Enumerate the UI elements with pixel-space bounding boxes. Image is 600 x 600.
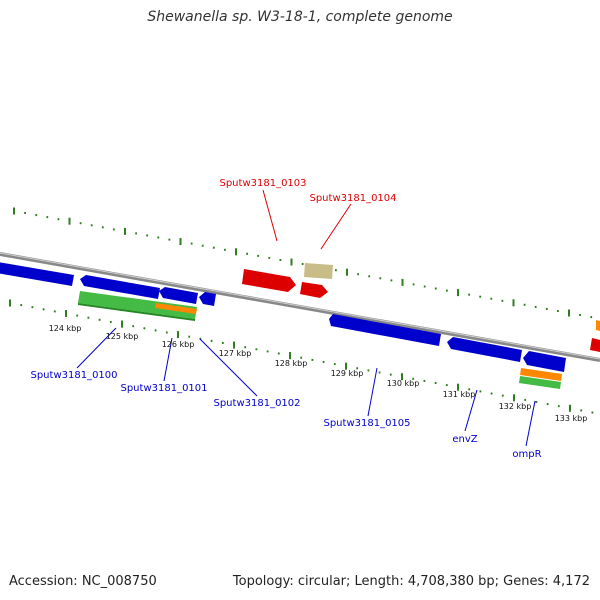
map-title: Shewanella sp. W3-18-1, complete genome [147, 9, 453, 25]
accession-label: Accession: NC_008750 [9, 574, 157, 589]
gene-label-sputw3181-0104[interactable]: Sputw3181_0104 [309, 193, 396, 204]
scale-label: 124 kbp [49, 324, 82, 333]
gene-forward-arrow[interactable] [590, 338, 600, 352]
leader-line-rev [199, 338, 258, 397]
genome-summary: Topology: circular; Length: 4,708,380 bp… [232, 574, 590, 589]
scale-label: 127 kbp [219, 349, 252, 358]
gene-reverse-arrow[interactable] [0, 262, 74, 286]
gene-label-sputw3181-0103[interactable]: Sputw3181_0103 [219, 178, 306, 189]
outer-tick-track [13, 207, 593, 319]
leader-line-rev [464, 389, 478, 432]
gene-forward-arrow[interactable] [242, 269, 296, 292]
scale-label: 132 kbp [499, 402, 532, 411]
gene-cds-bar[interactable] [519, 376, 561, 389]
gene-reverse-arrow[interactable] [329, 314, 441, 346]
gene-label-ompr[interactable]: ompR [512, 449, 541, 460]
backbone-line [0, 252, 600, 362]
label-leader-lines [76, 189, 536, 447]
gene-label-sputw3181-0100[interactable]: Sputw3181_0100 [30, 370, 117, 381]
leader-line-rev [163, 337, 173, 382]
gene-forward-arrow[interactable] [300, 282, 328, 298]
leader-line-rev [76, 327, 117, 369]
gene-rna-bar[interactable] [155, 303, 197, 314]
scale-label: 128 kbp [275, 359, 308, 368]
scale-label: 130 kbp [387, 379, 420, 388]
gene-label-sputw3181-0105[interactable]: Sputw3181_0105 [323, 418, 410, 429]
inner-tick-track [9, 299, 594, 414]
gene-reverse-arrow[interactable] [80, 275, 160, 299]
leader-line-fwd [262, 189, 278, 242]
scale-labels: 124 kbp 125 kbp 126 kbp 127 kbp 128 kbp … [49, 324, 588, 423]
leader-line-rev [367, 367, 378, 417]
gene-misc-feature[interactable] [304, 263, 333, 279]
backbone-highlight [0, 252, 600, 360]
gene-label-sputw3181-0102[interactable]: Sputw3181_0102 [213, 398, 300, 409]
scale-label: 131 kbp [443, 390, 476, 399]
gene-reverse-arrow[interactable] [447, 337, 522, 362]
scale-label: 126 kbp [162, 340, 195, 349]
gene-labels: Sputw3181_0103 Sputw3181_0104 Sputw3181_… [30, 178, 541, 460]
gene-rna-bar[interactable] [520, 368, 562, 381]
scale-label: 125 kbp [106, 332, 139, 341]
leader-line-fwd [320, 203, 352, 250]
scale-label: 133 kbp [555, 414, 588, 423]
gene-cds-shadow [78, 303, 195, 321]
gene-reverse-arrow[interactable] [523, 351, 566, 372]
scale-label: 129 kbp [331, 369, 364, 378]
gene-reverse-arrow[interactable] [159, 287, 198, 304]
gene-cds-bar[interactable] [78, 291, 197, 319]
genome-backbone [0, 252, 600, 362]
gene-rna-bar[interactable] [596, 320, 600, 331]
leader-line-rev [525, 400, 536, 447]
gene-label-envz[interactable]: envZ [452, 434, 477, 445]
gene-reverse-arrow[interactable] [199, 292, 216, 306]
feature-track [0, 262, 600, 389]
gene-label-sputw3181-0101[interactable]: Sputw3181_0101 [120, 383, 207, 394]
